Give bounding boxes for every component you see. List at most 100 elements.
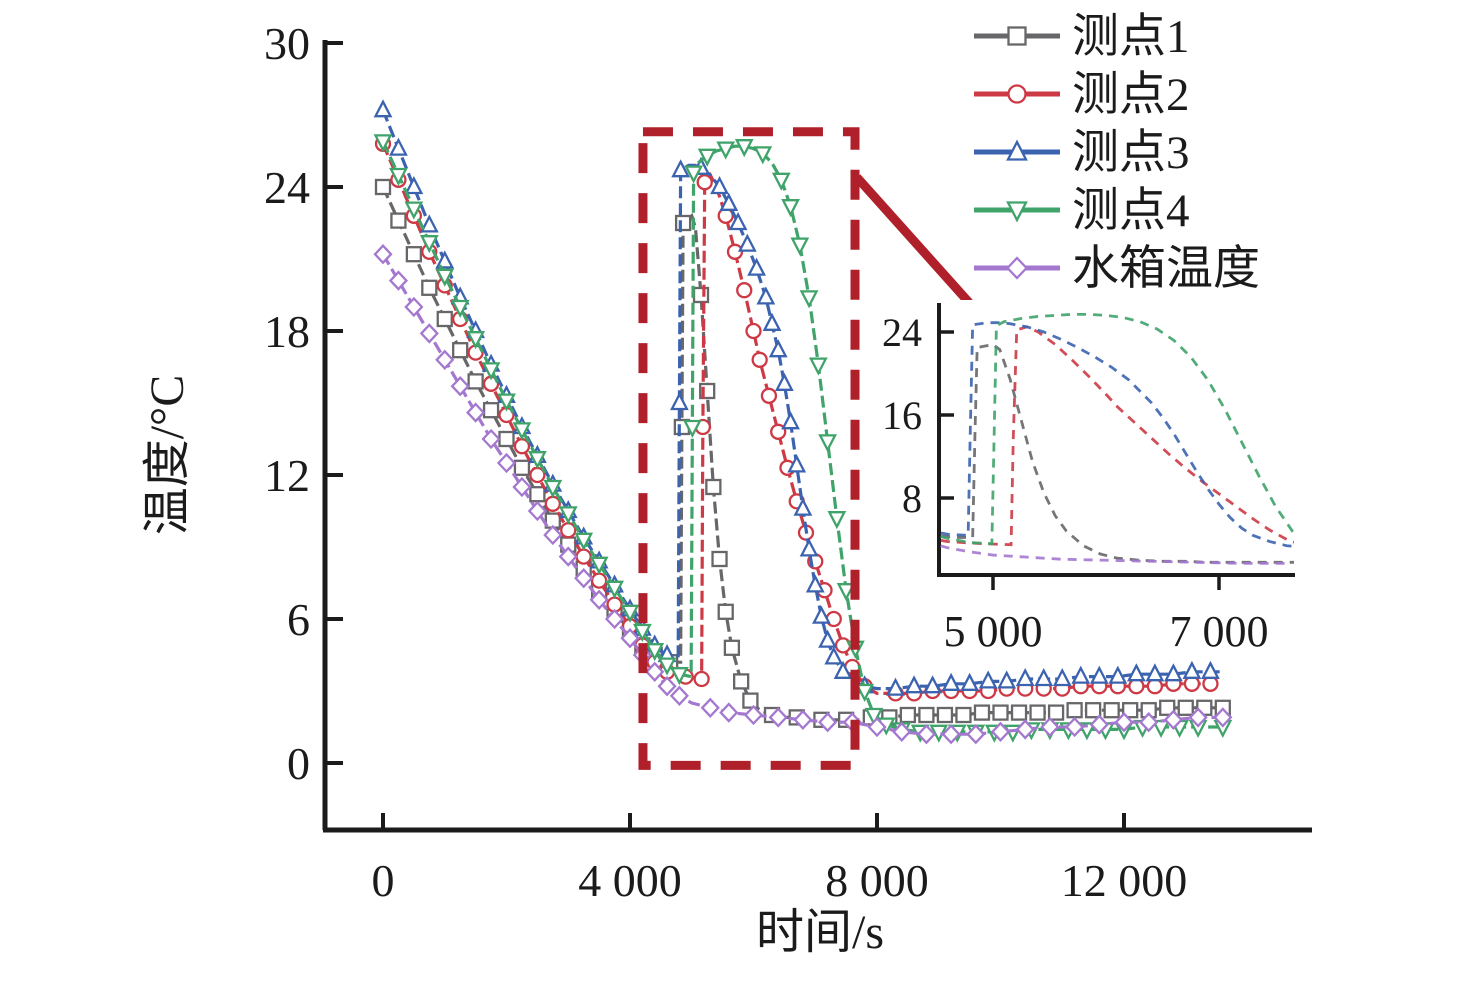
diamond-marker (1040, 716, 1060, 738)
legend-label: 测点3 (1072, 127, 1190, 179)
triangle-down-marker (855, 683, 875, 703)
inset-chart: 24 16 8 5 000 7 000 (882, 300, 1295, 656)
triangle-up-marker (904, 675, 924, 694)
diamond-marker (645, 661, 665, 682)
diamond-marker (867, 716, 887, 738)
x-tick-label: 4 000 (578, 855, 682, 906)
triangle-up-marker (1182, 660, 1202, 679)
square-marker (723, 639, 741, 656)
square-marker (742, 692, 759, 709)
diamond-marker (1015, 719, 1035, 740)
square-marker (498, 430, 515, 448)
y-tick-label: 6 (287, 594, 310, 645)
square-marker (717, 603, 734, 620)
inset-series-point-2-line (940, 325, 1294, 547)
triangle-up-marker (781, 411, 800, 430)
y-tick-label: 24 (264, 162, 310, 213)
square-marker (1029, 704, 1046, 721)
triangle-up-marker (799, 538, 819, 557)
triangle-up-marker (833, 660, 853, 679)
legend-item-point-2: 测点2 (974, 69, 1190, 121)
diamond-marker (941, 724, 961, 745)
inset-y-tick-label: 8 (902, 476, 922, 521)
triangle-down-marker (543, 479, 563, 499)
square-marker (674, 214, 692, 232)
diamond-marker (719, 702, 739, 723)
legend-item-point-3: 测点3 (974, 127, 1190, 179)
triangle-up-marker (762, 312, 782, 331)
square-marker (1010, 704, 1028, 721)
triangle-down-marker (808, 357, 828, 376)
triangle-down-marker (753, 146, 773, 165)
legend-triangle-down-marker (1006, 201, 1028, 223)
legend-label: 测点4 (1072, 185, 1190, 237)
triangle-up-marker (1164, 663, 1183, 682)
triangle-up-marker (1201, 660, 1220, 679)
triangle-up-marker (671, 159, 691, 178)
square-marker (899, 706, 917, 724)
triangle-down-marker (716, 141, 736, 160)
diamond-marker (450, 376, 470, 397)
square-marker (973, 704, 991, 721)
diamond-marker (1213, 707, 1233, 728)
diamond-marker (481, 428, 501, 450)
triangle-down-marker (836, 583, 856, 602)
legend-item-tank-temp: 水箱温度 (974, 243, 1260, 295)
triangle-down-marker (466, 331, 486, 350)
diamond-marker (990, 721, 1011, 742)
triangle-down-marker (670, 667, 689, 686)
triangle-up-marker (978, 670, 998, 689)
diamond-marker (1114, 712, 1134, 733)
diamond-marker (657, 676, 677, 697)
diamond-marker (604, 608, 625, 630)
circle-marker (696, 174, 713, 191)
x-axis-title: 时间/s (756, 906, 884, 959)
diamond-marker (373, 244, 393, 265)
legend-item-point-4: 测点4 (974, 185, 1190, 237)
diamond-marker (1188, 707, 1208, 728)
x-tick-label: 12 000 (1061, 855, 1188, 906)
y-tick-label: 12 (264, 450, 310, 501)
triangle-down-marker (632, 623, 652, 643)
triangle-up-marker (719, 192, 739, 211)
triangle-down-marker (799, 290, 819, 309)
triangle-up-marker (812, 605, 831, 624)
triangle-up-marker (419, 214, 439, 233)
x-tick-label: 8 000 (825, 855, 929, 906)
circle-marker (693, 670, 710, 688)
diamond-marker (543, 524, 563, 546)
diamond-marker (793, 709, 813, 730)
circle-marker (770, 423, 787, 440)
triangle-up-marker (728, 211, 748, 231)
triangle-up-marker (1034, 667, 1054, 687)
diamond-marker (620, 628, 640, 649)
triangle-down-marker (827, 511, 847, 530)
triangle-up-marker (941, 672, 961, 691)
diamond-marker (1139, 712, 1159, 733)
legend-item-point-1: 测点1 (974, 11, 1190, 63)
triangle-up-marker (787, 454, 807, 473)
triangle-up-marker (373, 99, 393, 118)
triangle-down-marker (419, 235, 439, 254)
square-marker (467, 373, 484, 390)
triangle-down-marker (734, 139, 754, 158)
diamond-marker (768, 707, 788, 728)
inset-y-tick-label: 24 (882, 310, 922, 355)
square-marker (452, 342, 469, 359)
triangle-up-marker (1108, 665, 1128, 684)
legend: 测点1 测点2 测点3 测点4 水箱温度 (974, 11, 1260, 295)
x-tick-label: 0 (372, 855, 395, 906)
circle-marker (745, 322, 762, 340)
triangle-up-marker (960, 672, 980, 691)
square-marker (918, 706, 935, 724)
triangle-up-marker (923, 675, 942, 694)
triangle-down-marker (684, 165, 703, 184)
diamond-marker (404, 296, 424, 318)
diamond-marker (1065, 716, 1085, 738)
triangle-down-marker (527, 451, 547, 470)
inset-series-point-3-line (940, 321, 1294, 548)
diamond-marker (512, 476, 532, 498)
inset-x-tick-label: 5 000 (944, 607, 1043, 656)
